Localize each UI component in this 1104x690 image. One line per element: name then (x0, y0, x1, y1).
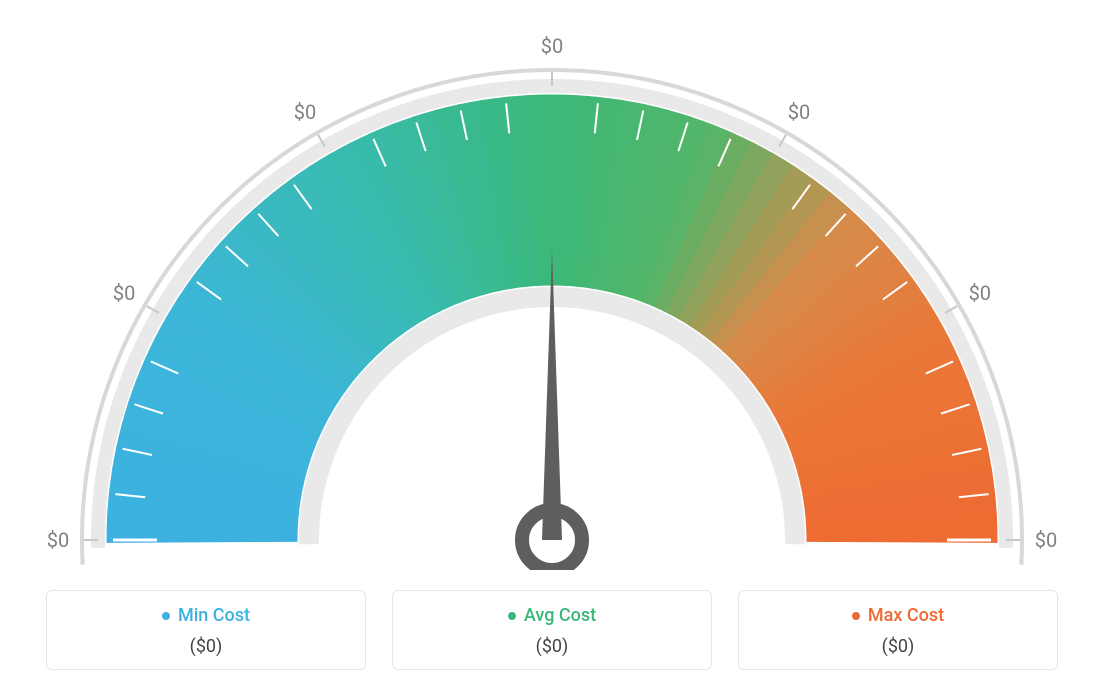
legend-dot-min (162, 612, 170, 620)
gauge-chart-container: $0 $0 $0 $0 $0 $0 $0 Min Cost ($0) Avg Cost ($… (0, 0, 1104, 690)
legend-dot-max (852, 612, 860, 620)
gauge-tick-label: $0 (969, 281, 991, 305)
legend-card-min: Min Cost ($0) (46, 590, 366, 671)
gauge-area: $0 $0 $0 $0 $0 $0 $0 (0, 0, 1104, 560)
legend-card-avg: Avg Cost ($0) (392, 590, 712, 671)
legend-title-max: Max Cost (852, 605, 944, 626)
legend-label-min: Min Cost (178, 605, 250, 626)
legend-value-min: ($0) (57, 636, 355, 657)
legend-title-min: Min Cost (162, 605, 250, 626)
legend-card-max: Max Cost ($0) (738, 590, 1058, 671)
legend-label-max: Max Cost (868, 605, 944, 626)
legend-dot-avg (508, 612, 516, 620)
gauge-tick-label: $0 (1035, 528, 1057, 552)
gauge-tick-label: $0 (113, 281, 135, 305)
gauge-tick-label: $0 (47, 528, 69, 552)
gauge-tick-label: $0 (541, 34, 563, 58)
gauge-svg (0, 10, 1104, 570)
legend-value-max: ($0) (749, 636, 1047, 657)
gauge-tick-label: $0 (294, 100, 316, 124)
legend-value-avg: ($0) (403, 636, 701, 657)
legend-label-avg: Avg Cost (524, 605, 596, 626)
legend-title-avg: Avg Cost (508, 605, 596, 626)
gauge-tick-label: $0 (788, 100, 810, 124)
legend-row: Min Cost ($0) Avg Cost ($0) Max Cost ($0… (0, 590, 1104, 671)
